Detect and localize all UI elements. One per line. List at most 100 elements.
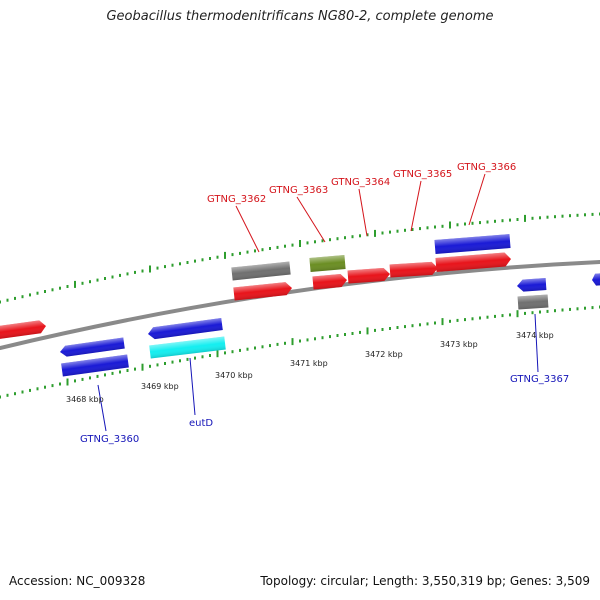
gene-label-gtng-3366[interactable]: GTNG_3366 [457,162,516,173]
minor-tick [306,338,309,342]
scale-label-3472: 3472 kbp [365,350,403,359]
minor-tick [89,280,91,284]
gene-gray-upper[interactable] [231,261,291,281]
minor-tick [434,225,436,229]
minor-tick [396,229,399,233]
minor-tick [224,351,226,355]
minor-tick [81,377,84,381]
minor-tick [21,390,24,394]
minor-tick [381,231,384,235]
minor-tick [396,326,399,329]
gene-olive[interactable] [309,255,346,272]
minor-tick [404,228,406,232]
gene-blue-inner-2[interactable] [61,354,129,377]
minor-tick [29,293,31,297]
minor-tick [6,298,9,302]
minor-tick [216,255,219,259]
minor-tick [111,371,114,375]
gene-gtng-3362[interactable] [233,282,292,301]
gene-label-gtng-3363[interactable]: GTNG_3363 [269,185,328,196]
gene-gray-upper-shading [231,261,291,281]
leader-gtng-3363 [296,196,326,243]
minor-tick [276,342,279,346]
minor-tick [584,306,586,310]
minor-tick [44,290,46,293]
minor-tick [0,300,1,304]
minor-tick [171,263,174,267]
minor-tick [569,307,571,311]
scale-label-3473: 3473 kbp [440,340,478,349]
major-tick [149,265,151,273]
minor-tick [104,373,106,377]
minor-tick [524,311,526,315]
inner-tick-track [0,305,600,399]
gene-red-left-shading [0,320,46,340]
minor-tick [186,261,189,264]
minor-tick [111,275,114,279]
minor-tick [261,345,264,349]
minor-tick [239,348,241,352]
major-tick [216,350,219,358]
minor-tick [464,222,466,226]
minor-tick [576,307,579,311]
major-tick [366,327,369,335]
minor-tick [134,367,136,371]
accession-text: Accession: NC_009328 [9,574,146,588]
leader-gtng-3366 [468,173,486,226]
gene-label-gtng-3367[interactable]: GTNG_3367 [510,374,569,385]
minor-tick [231,350,234,354]
minor-tick [471,221,474,225]
gene-gtng-3366[interactable] [435,252,512,272]
minor-tick [471,317,474,321]
gene-gtng-3363[interactable] [312,274,348,290]
gene-gtng-3365[interactable] [389,261,439,278]
gene-blue-right[interactable] [517,278,547,292]
gene-blue-upper[interactable] [434,234,511,254]
minor-tick [389,327,391,330]
minor-tick [269,344,271,348]
gene-blue-upper-shading [434,234,511,254]
genome-summary: Topology: circular; Length: 3,550,319 bp… [260,574,590,588]
gene-blue-edge[interactable] [592,273,600,286]
gene-gray-right[interactable] [517,294,549,310]
gene-blue-right-shading [517,278,547,292]
leader-gtng-3362 [235,205,260,253]
gene-label-eutd[interactable]: eutD [189,418,213,429]
minor-tick [441,224,444,228]
minor-tick [306,241,309,245]
minor-tick [81,281,84,285]
minor-tick [359,330,361,334]
major-tick [224,251,226,259]
gene-blue-inner-3[interactable] [147,318,223,340]
minor-tick [336,334,339,337]
gene-eutd[interactable] [149,336,226,359]
leader-gtng-3360 [97,384,107,432]
gene-gtng-3366-shading [435,252,512,272]
minor-tick [291,243,294,247]
minor-tick [119,370,121,374]
major-tick [374,229,376,237]
gene-blue-inner-1[interactable] [59,337,125,358]
gene-red-left[interactable] [0,320,47,340]
minor-tick [426,322,429,326]
minor-tick [209,354,211,357]
minor-tick [329,238,331,242]
minor-tick [231,253,234,257]
minor-tick [254,249,256,253]
gene-gtng-3364[interactable] [347,267,391,284]
minor-tick [194,356,196,360]
leader-eutd [189,357,196,416]
minor-tick [96,278,99,282]
minor-tick [381,328,384,331]
gene-label-gtng-3364[interactable]: GTNG_3364 [331,177,390,188]
minor-tick [21,295,24,299]
gene-label-gtng-3362[interactable]: GTNG_3362 [207,194,266,205]
gene-blue-inner-2-shading [61,354,129,377]
gene-label-gtng-3360[interactable]: GTNG_3360 [80,434,139,445]
minor-tick [561,214,564,218]
minor-tick [149,364,151,368]
minor-tick [531,311,534,315]
minor-tick [509,218,511,222]
gene-label-gtng-3365[interactable]: GTNG_3365 [393,169,452,180]
